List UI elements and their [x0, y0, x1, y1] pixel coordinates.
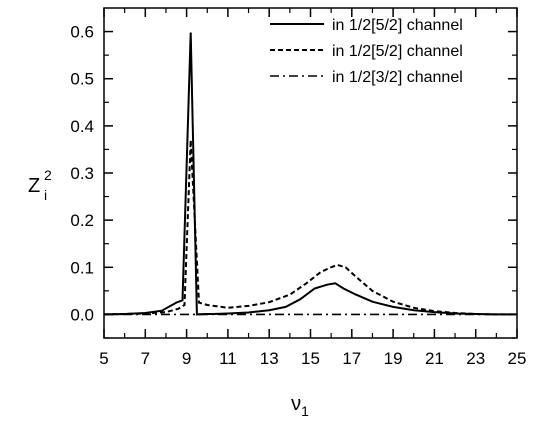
legend-label-3: in 1/2[3/2] channel [332, 69, 463, 86]
x-tick-label: 5 [99, 349, 108, 368]
x-tick-label: 21 [425, 349, 444, 368]
legend-label-1: in 1/2[5/2] channel [332, 17, 463, 34]
y-axis-label-subscript: i [44, 187, 47, 203]
y-axis-ticks: 0.0 0.1 0.2 0.3 0.4 0.5 0.6 [70, 23, 517, 339]
x-tick-label: 17 [342, 349, 361, 368]
x-tick-label: 13 [260, 349, 279, 368]
x-tick-label: 15 [301, 349, 320, 368]
y-tick-label: 0.1 [70, 258, 94, 277]
x-axis-label: ν1 [291, 393, 309, 419]
x-axis-ticks: 5 7 9 11 13 15 17 19 21 23 25 [99, 8, 526, 368]
x-axis-label-main: ν [291, 393, 301, 415]
y-tick-label: 0.4 [70, 117, 94, 136]
series-layer [103, 32, 517, 316]
x-tick-label: 23 [466, 349, 485, 368]
y-tick-label: 0.3 [70, 164, 94, 183]
series-line-1 [103, 32, 517, 316]
x-tick-label: 25 [508, 349, 527, 368]
x-tick-label: 11 [219, 349, 237, 368]
series-line-2 [103, 139, 517, 316]
y-tick-label: 0.2 [70, 211, 94, 230]
y-tick-label: 0.0 [70, 305, 94, 324]
y-axis-label-superscript: 2 [44, 167, 52, 183]
x-tick-label: 9 [182, 349, 191, 368]
x-tick-label: 7 [141, 349, 150, 368]
x-axis-label-subscript: 1 [301, 403, 309, 419]
y-axis-label: Z [28, 175, 40, 197]
x-tick-label: 19 [384, 349, 403, 368]
y-tick-label: 0.5 [70, 70, 94, 89]
legend: in 1/2[5/2] channel in 1/2[5/2] channel in… [270, 17, 463, 86]
legend-label-2: in 1/2[5/2] channel [332, 43, 463, 60]
y-tick-label: 0.6 [70, 23, 94, 42]
